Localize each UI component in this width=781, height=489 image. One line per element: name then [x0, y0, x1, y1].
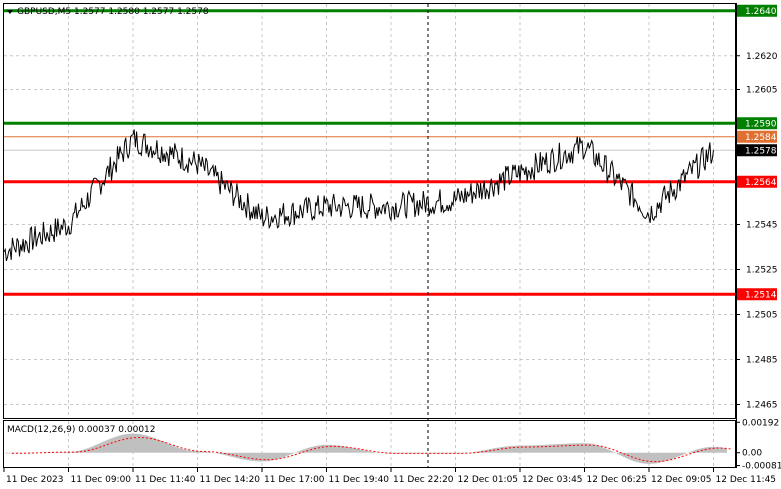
price-panel-frame: [3, 3, 736, 419]
level-label-1.2564: 1.2564: [745, 178, 777, 188]
time-label: 11 Dec 09:00: [71, 475, 132, 485]
time-label: 12 Dec 01:05: [458, 475, 519, 485]
current-price-bg: [737, 144, 777, 157]
time-label: 11 Dec 19:40: [329, 475, 390, 485]
level-label-1.2590: 1.2590: [745, 119, 777, 129]
macd-tick-label: 0.00192: [742, 418, 779, 428]
time-label: 11 Dec 2023: [6, 475, 64, 485]
dropdown-triangle-icon[interactable]: [7, 10, 13, 14]
price-tick-label: 1.2620: [746, 52, 778, 62]
macd-panel-frame: [3, 420, 736, 468]
level-label-bg: [737, 130, 777, 143]
time-label: 11 Dec 17:00: [264, 475, 325, 485]
grid: [4, 4, 735, 467]
chart-title: GBPUSD,M5 1.2577 1.2580 1.2577 1.2578: [7, 7, 209, 17]
price-tick-label: 1.2465: [746, 401, 778, 411]
price-tick-label: 1.2485: [746, 356, 778, 366]
level-label-1.2584: 1.2584: [745, 133, 777, 143]
time-axis: 11 Dec 2023 11 Dec 09:00 11 Dec 11:40 11 De…: [3, 467, 777, 485]
price-tick-label: 1.2605: [746, 86, 778, 96]
time-label: 11 Dec 22:20: [393, 475, 454, 485]
macd-tick-label: 0.00: [742, 449, 762, 459]
current-price-label: 1.2578: [745, 146, 777, 156]
time-label: 12 Dec 09:05: [651, 475, 712, 485]
level-label-1.2514: 1.2514: [745, 290, 777, 300]
price-series: [3, 129, 714, 262]
time-label: 12 Dec 06:25: [587, 475, 648, 485]
price-tick-label: 1.2505: [746, 311, 778, 321]
levels: [4, 9, 735, 296]
level-label-bg: [737, 175, 777, 188]
price-line[interactable]: [3, 129, 714, 262]
time-label: 11 Dec 11:40: [135, 475, 196, 485]
price-axis-ticks: 1.2620 1.2605 1.2545 1.2525 1.2505 1.2485 1.24…: [736, 52, 778, 411]
level-label-bg: [737, 4, 777, 17]
time-label: 12 Dec 11:45: [716, 475, 777, 485]
macd-label: MACD(12,26,9) 0.00037 0.00012: [7, 425, 156, 435]
level-labels: 1.2640 1.2590 1.2584 1.2564 1.2514 1.2578: [737, 4, 777, 301]
symbol-ohlc-label: GBPUSD,M5 1.2577 1.2580 1.2577 1.2578: [17, 7, 209, 17]
price-tick-label: 1.2545: [746, 221, 778, 231]
level-label-bg: [737, 117, 777, 130]
time-label: 12 Dec 03:45: [522, 475, 583, 485]
price-tick-label: 1.2525: [746, 266, 778, 276]
macd-tick-label: -0.00081: [742, 462, 781, 472]
macd-indicator: [5, 433, 733, 464]
level-label-bg: [737, 288, 777, 301]
level-label-1.2640: 1.2640: [745, 7, 777, 17]
macd-axis-ticks: 0.00192 0.00 -0.00081: [736, 418, 781, 472]
time-label: 11 Dec 14:20: [200, 475, 261, 485]
